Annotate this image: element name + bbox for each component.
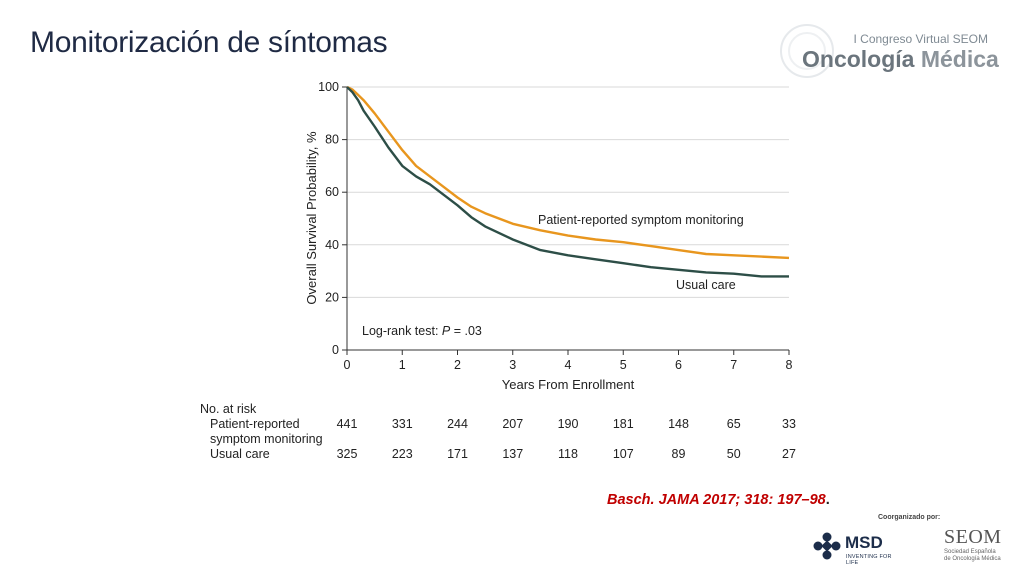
- congress-logo: I Congreso Virtual SEOM Oncología Médica: [780, 22, 1010, 82]
- y-tick-label: 0: [332, 343, 339, 357]
- msd-logo: MSD INVENTING FOR LIFE: [813, 530, 893, 566]
- at-risk-row-label-2: Usual care: [210, 447, 270, 461]
- at-risk-value: 65: [726, 417, 741, 431]
- msd-mark-icon: [813, 532, 841, 560]
- congress-title: Oncología Médica: [802, 46, 999, 73]
- seom-line-1: Sociedad Española: [944, 549, 996, 555]
- annotation-suffix: = .03: [450, 324, 482, 338]
- at-risk-value: 50: [726, 447, 741, 461]
- citation-tail: .: [825, 492, 830, 508]
- at-risk-row-label-1b: symptom monitoring: [210, 432, 323, 446]
- x-tick-label: 1: [399, 358, 406, 372]
- logo-inner-ring-icon: [788, 32, 826, 70]
- series-label-usual-care: Usual care: [676, 278, 736, 292]
- at-risk-value: 207: [502, 417, 524, 431]
- logo-ring-icon: [780, 24, 834, 78]
- y-axis-label: Overall Survival Probability, %: [304, 131, 319, 305]
- at-risk-value: 33: [782, 417, 796, 431]
- coorganized-label: Coorganizado por:: [878, 514, 941, 521]
- x-tick-label: 2: [454, 358, 461, 372]
- congress-title-b: Médica: [914, 46, 999, 72]
- at-risk-value: 27: [782, 447, 796, 461]
- at-risk-value: 137: [502, 447, 524, 461]
- at-risk-value: 118: [558, 447, 578, 461]
- series-label-patient-reported: Patient-reported symptom monitoring: [538, 213, 744, 227]
- citation-text: Basch. JAMA 2017; 318: 197–98: [607, 492, 826, 508]
- x-tick-label: 4: [565, 358, 572, 372]
- at-risk-value: 148: [668, 417, 689, 431]
- x-tick-label: 5: [620, 358, 627, 372]
- at-risk-value: 89: [671, 447, 686, 461]
- x-tick-label: 6: [675, 358, 682, 372]
- at-risk-value: 244: [447, 417, 468, 431]
- congress-title-a: Oncología: [802, 46, 915, 72]
- citation: Basch. JAMA 2017; 318: 197–98.: [607, 492, 830, 508]
- at-risk-value: 325: [336, 447, 358, 461]
- survival-chart: 0 20 40 60 80 100 0 1 2 3 4 5 6 7 8 Overall Survival P…: [304, 80, 793, 392]
- at-risk-row-label-1a: Patient-reported: [210, 417, 300, 431]
- y-tick-label: 100: [318, 80, 339, 94]
- series-line-usual-care: [346, 86, 789, 278]
- congress-name: I Congreso Virtual SEOM: [853, 32, 988, 46]
- chart-series: [346, 85, 790, 278]
- seom-logo: SEOM Sociedad Española de Oncología Médi…: [944, 526, 1014, 563]
- log-rank-annotation: Log-rank test: P = .03: [362, 324, 482, 338]
- msd-name: MSD: [845, 533, 883, 552]
- at-risk-value: 107: [612, 447, 634, 461]
- x-tick-label: 3: [509, 358, 516, 372]
- at-risk-value: 223: [391, 447, 413, 461]
- annotation-p: P: [442, 324, 451, 338]
- at-risk-title: No. at risk: [200, 402, 257, 416]
- x-tick-label: 8: [786, 358, 793, 372]
- at-risk-value: 171: [447, 447, 468, 461]
- seom-name: SEOM: [944, 526, 1002, 548]
- series-line-patient-reported: [346, 85, 790, 260]
- y-tick-label: 20: [325, 290, 339, 304]
- y-tick-label: 60: [325, 185, 339, 199]
- x-tick-label: 7: [730, 358, 737, 372]
- y-tick-label: 80: [325, 133, 339, 147]
- msd-tagline: INVENTING FOR LIFE: [846, 554, 892, 566]
- x-tick-label: 0: [344, 358, 351, 372]
- chart-grid: [347, 86, 789, 298]
- chart-axes: 0 20 40 60 80 100 0 1 2 3 4 5 6 7 8: [318, 80, 792, 372]
- at-risk-value: 331: [391, 417, 413, 431]
- seom-line-2: de Oncología Médica: [944, 556, 1001, 562]
- y-tick-label: 40: [325, 238, 339, 252]
- slide-title: Monitorización de síntomas: [30, 26, 388, 59]
- at-risk-value: 190: [557, 417, 579, 431]
- at-risk-value: 181: [612, 417, 634, 431]
- annotation-prefix: Log-rank test:: [362, 324, 442, 338]
- x-axis-label: Years From Enrollment: [502, 377, 635, 392]
- at-risk-value: 441: [336, 417, 358, 431]
